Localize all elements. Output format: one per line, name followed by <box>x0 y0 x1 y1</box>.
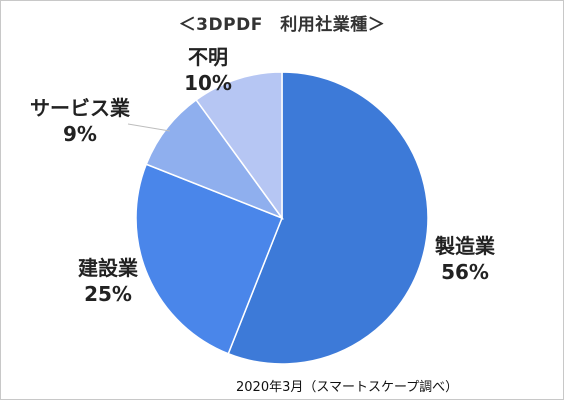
slice-construction <box>135 163 283 355</box>
leader-lines <box>127 123 170 132</box>
pie-slices <box>135 71 429 365</box>
category-label: 製造業 <box>435 234 495 258</box>
category-label: サービス業 <box>30 96 130 120</box>
slice-service <box>145 98 285 220</box>
leader-line-service <box>127 123 170 132</box>
chart-title: ＜3DPDF 利用社業種＞ <box>178 15 386 35</box>
percent-label: 9% <box>63 122 97 146</box>
category-label: 不明 <box>188 45 228 69</box>
slice-unknown <box>195 71 283 221</box>
slice-label-unknown: 不明 10% <box>168 44 248 96</box>
percent-label: 10% <box>184 71 232 95</box>
category-label: 建設業 <box>78 256 138 280</box>
slice-label-manufacturing: 製造業 56% <box>410 233 520 285</box>
slice-label-construction: 建設業 25% <box>58 255 158 307</box>
percent-label: 25% <box>84 282 132 306</box>
slice-label-service: サービス業 9% <box>10 95 150 147</box>
percent-label: 56% <box>441 260 489 284</box>
slice-manufacturing <box>227 71 429 365</box>
source-note: 2020年3月（スマートスケープ調べ） <box>236 380 459 395</box>
